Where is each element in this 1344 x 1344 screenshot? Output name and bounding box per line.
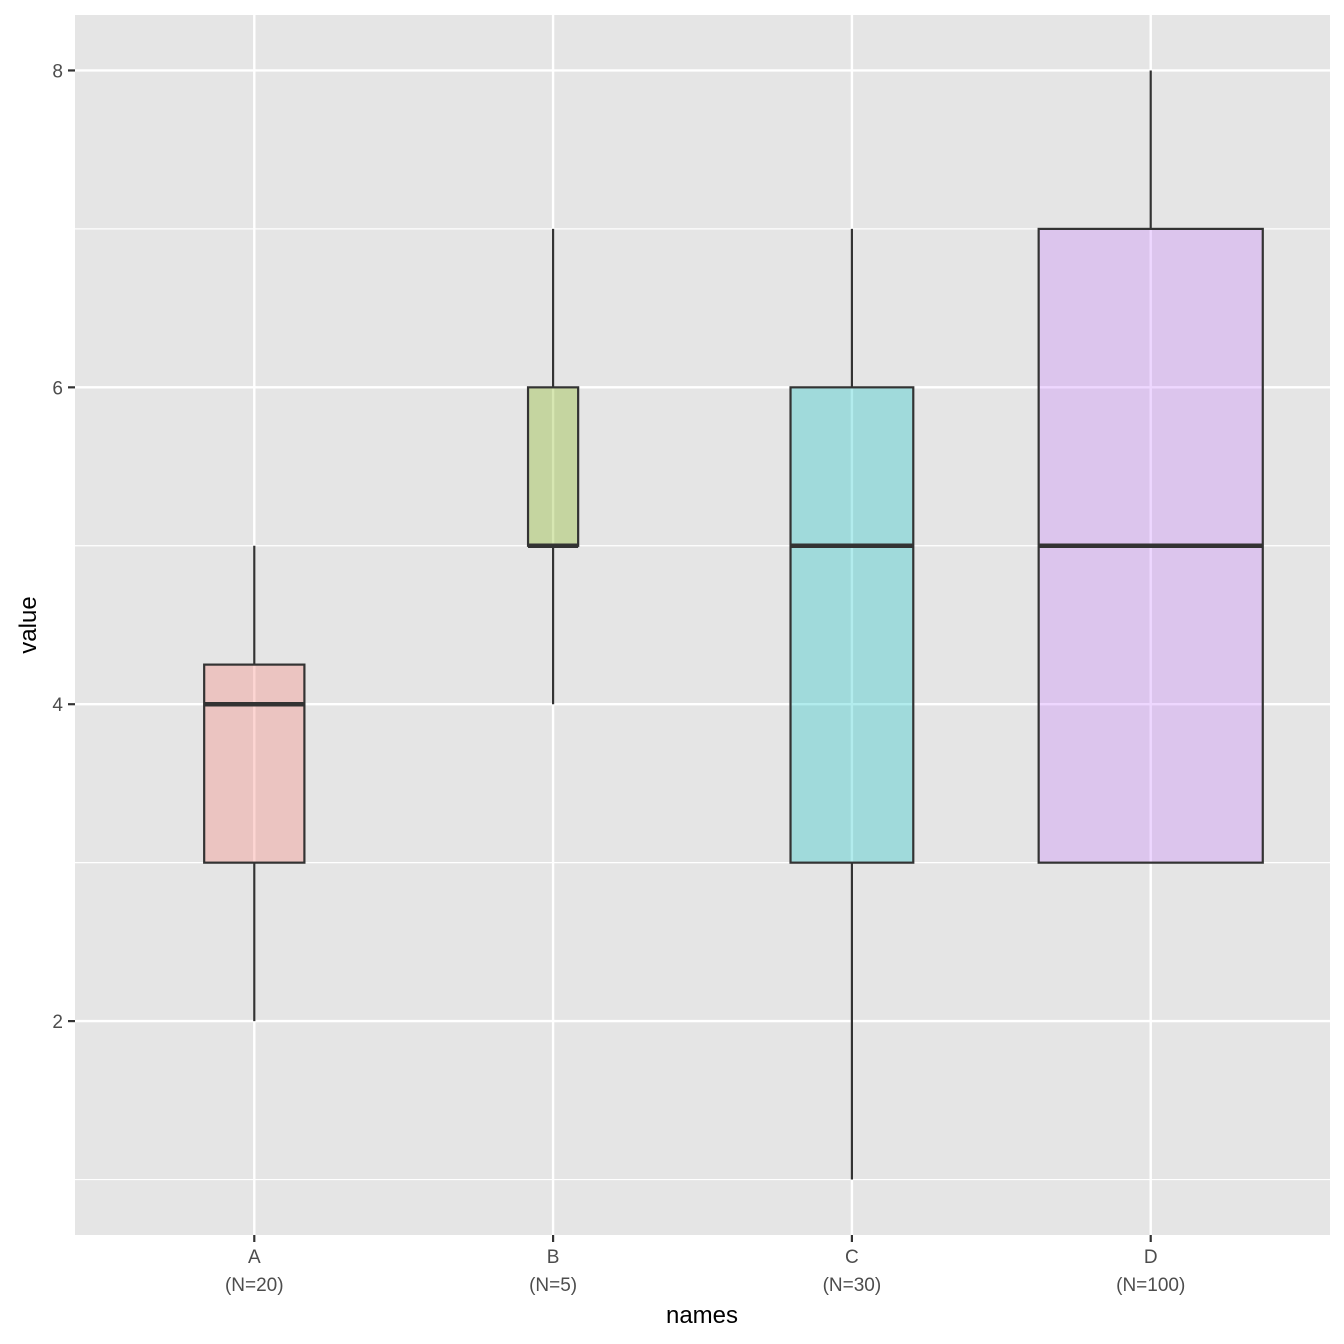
x-tick-n-label: (N=20) xyxy=(225,1275,284,1296)
x-tick-label: A xyxy=(248,1247,261,1268)
box-iqr xyxy=(789,386,915,864)
x-axis: A (N=20) B (N=5) C (N=30) D (N=100) xyxy=(225,1235,1185,1296)
y-tick-label: 6 xyxy=(52,378,63,399)
plot-panel xyxy=(75,15,1330,1235)
x-tick-label: D xyxy=(1144,1247,1158,1268)
y-tick-label: 2 xyxy=(52,1012,63,1033)
y-axis: 2 4 6 8 xyxy=(52,61,75,1033)
box-A xyxy=(203,545,306,1022)
x-tick-label: B xyxy=(547,1247,560,1268)
y-tick-label: 4 xyxy=(52,695,63,716)
box-iqr xyxy=(526,386,580,547)
box-C xyxy=(789,228,915,1180)
x-tick-n-label: (N=30) xyxy=(823,1275,882,1296)
box-D xyxy=(1037,70,1264,864)
box-B xyxy=(526,228,580,705)
x-tick-label: C xyxy=(845,1247,859,1268)
x-axis-title: names xyxy=(666,1302,738,1329)
x-tick-n-label: (N=5) xyxy=(529,1275,577,1296)
y-tick-label: 8 xyxy=(52,61,63,82)
boxes xyxy=(203,70,1264,1180)
x-tick-n-label: (N=100) xyxy=(1116,1275,1185,1296)
y-axis-title: value xyxy=(15,596,42,653)
box-iqr xyxy=(203,663,306,864)
